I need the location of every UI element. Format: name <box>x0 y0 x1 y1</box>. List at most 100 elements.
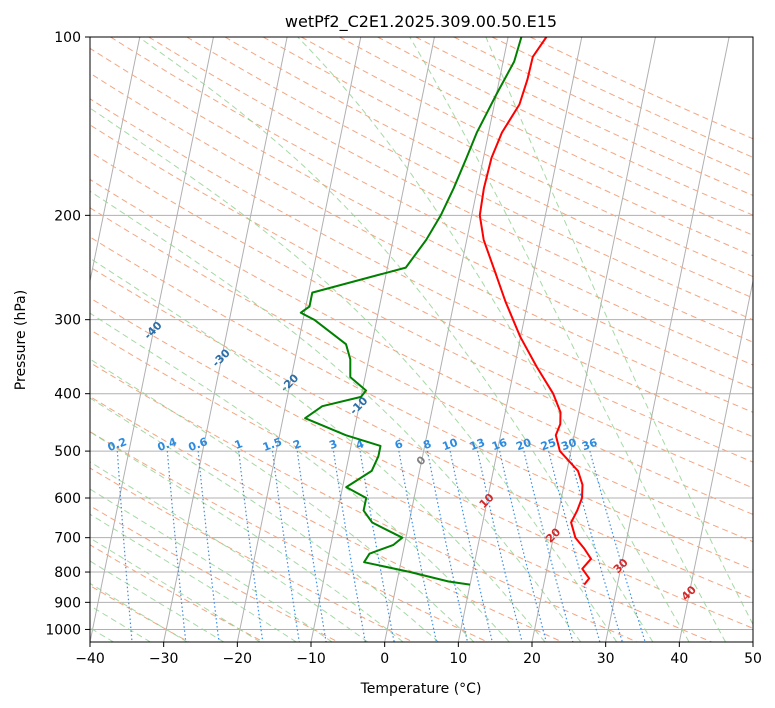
dry-adiabat-line <box>415 37 753 197</box>
mixing-ratio-label: 20 <box>514 436 533 454</box>
x-tick-label: 20 <box>523 651 541 667</box>
x-tick-label: −10 <box>296 651 326 667</box>
moist-adiabat-line <box>485 37 753 626</box>
moist-adiabat-line <box>90 605 151 642</box>
dry-adiabat-line <box>90 124 753 463</box>
plot-frame <box>89 36 754 643</box>
dry-adiabat-line <box>90 395 563 642</box>
mixing-ratio-line <box>523 450 574 642</box>
mixing-ratio-label: 0.4 <box>156 435 179 454</box>
moist-adiabat-line <box>90 537 261 642</box>
mixing-ratio-label: 8 <box>422 437 434 452</box>
y-tick-label: 800 <box>54 565 81 581</box>
moist-adiabat-line <box>90 107 618 642</box>
mixing-ratio-line <box>449 450 493 642</box>
mixing-ratio-line <box>332 451 366 642</box>
y-axis-title: Pressure (hPa) <box>13 290 29 390</box>
mixing-ratio-line <box>296 451 327 642</box>
mixing-ratio-label: 0.6 <box>187 435 210 454</box>
dry-adiabat-line <box>453 37 753 177</box>
moist-adiabat-line <box>90 397 439 642</box>
y-tick-label: 600 <box>54 491 81 507</box>
chart-title: wetPf2_C2E1.2025.309.00.50.E15 <box>285 12 557 32</box>
y-tick-label: 300 <box>54 313 81 329</box>
moist-adiabat-line <box>90 312 510 642</box>
x-tick-label: 10 <box>449 651 467 667</box>
x-tick-label: −40 <box>75 651 105 667</box>
mixing-ratio-line <box>359 451 395 642</box>
mixing-ratio-label: 10 <box>441 436 460 454</box>
x-tick-label: 30 <box>597 651 615 667</box>
dry-adiabat-line <box>90 431 488 642</box>
mixing-ratio-label: 13 <box>468 436 487 453</box>
isotherm-gridline <box>457 37 583 642</box>
x-tick-label: −20 <box>223 651 253 667</box>
temperature-profile-line <box>478 37 592 586</box>
x-tick-label: 0 <box>380 651 389 667</box>
x-tick-label: −30 <box>149 651 179 667</box>
dry-adiabat-line <box>90 329 712 642</box>
dry-adiabat-line <box>339 37 753 236</box>
x-axis: −40 −30 −20 −10 0 10 20 30 40 50 <box>75 642 762 667</box>
mixing-ratio-line <box>197 451 220 642</box>
isotherm-gridline <box>90 37 214 642</box>
y-tick-label: 200 <box>54 208 81 224</box>
mixing-ratio-label: 30 <box>560 436 579 454</box>
dewpoint-profile-line <box>299 37 523 586</box>
y-tick-label: 100 <box>54 30 81 46</box>
dry-adiabat-line <box>90 207 753 543</box>
mixing-ratio-label: 3 <box>328 437 340 452</box>
isotherm-gridline <box>310 37 435 642</box>
y-tick-label: 900 <box>54 595 81 611</box>
moist-adiabat-line <box>90 488 333 642</box>
isotherm-gridline <box>90 37 141 284</box>
mixing-ratio-label: 25 <box>539 436 558 453</box>
x-tick-label: 50 <box>744 651 762 667</box>
dry-adiabat-line <box>90 236 753 571</box>
mixing-ratio-line <box>548 450 601 642</box>
y-tick-label: 700 <box>54 531 81 547</box>
dry-adiabat-line <box>90 266 753 600</box>
mixing-ratio-line <box>271 451 300 642</box>
mixing-ratio-label: 16 <box>490 436 509 454</box>
dry-adiabat-line <box>529 37 753 140</box>
y-tick-label: 500 <box>54 444 81 460</box>
dry-adiabat-line <box>90 47 753 389</box>
moist-adiabat-line <box>409 37 727 642</box>
isotherm-gridline <box>678 278 753 642</box>
moist-adiabat-line <box>138 37 654 642</box>
mixing-ratio-line <box>426 450 469 642</box>
moist-adiabat-line <box>90 513 297 642</box>
dry-adiabat-line <box>90 151 753 489</box>
isotherm-gridline <box>605 37 730 642</box>
isotherm-gridline <box>236 37 362 642</box>
moist-adiabat-line <box>90 461 368 642</box>
y-tick-label: 400 <box>54 387 81 403</box>
dry-adiabat-line <box>148 37 753 343</box>
mixing-ratio-label: 6 <box>393 437 405 452</box>
mixing-ratio-label: 0.2 <box>106 435 129 454</box>
dry-adiabat-line <box>262 37 753 278</box>
moist-adiabat-line <box>90 257 546 642</box>
mixing-ratio-line <box>476 450 523 642</box>
mixing-ratio-line <box>398 450 437 642</box>
x-axis-title: Temperature (°C) <box>360 681 482 697</box>
mixing-ratio-label: 2 <box>291 437 303 452</box>
isotherm-gridline <box>384 37 509 642</box>
y-axis: 100 200 300 400 500 600 700 800 900 1000 <box>45 30 90 638</box>
mixing-ratio-line <box>589 450 646 642</box>
x-tick-label: 40 <box>670 651 688 667</box>
mixing-ratio-line <box>238 451 264 642</box>
mixing-ratio-label: 1 <box>233 437 245 452</box>
y-tick-label: 1000 <box>45 622 81 638</box>
mixing-ratio-label: 36 <box>580 436 599 454</box>
moist-adiabat-line <box>90 560 225 642</box>
moist-adiabat-line <box>90 190 582 642</box>
isotherm-gridline <box>531 37 656 642</box>
dry-adiabat-line <box>224 37 753 299</box>
mixing-ratio-line <box>499 450 547 642</box>
mixing-ratio-line <box>568 450 623 642</box>
